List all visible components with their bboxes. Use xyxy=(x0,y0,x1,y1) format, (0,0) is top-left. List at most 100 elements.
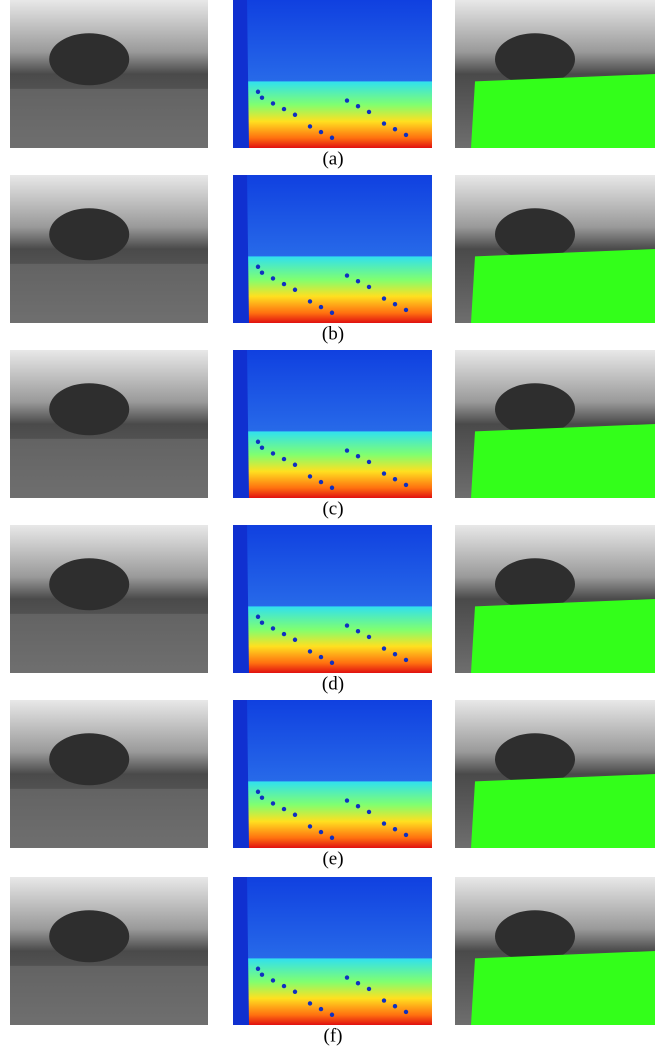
depth-hole xyxy=(293,638,297,642)
panel-label: (f) xyxy=(324,1025,343,1046)
depth-hole xyxy=(271,801,275,805)
depth-hole xyxy=(393,302,397,306)
depth-hole xyxy=(293,288,297,292)
depth-hole xyxy=(393,477,397,481)
panel-label: (c) xyxy=(322,498,343,519)
depth-edge xyxy=(233,525,249,673)
depth-hole xyxy=(356,104,360,108)
depth-hole xyxy=(356,279,360,283)
photo-tree xyxy=(49,910,129,962)
photo-tree xyxy=(49,558,129,610)
photo-tree xyxy=(495,33,575,85)
depth-hole xyxy=(271,276,275,280)
depth-hole xyxy=(282,807,286,811)
depth-hole xyxy=(308,474,312,478)
depth-hole xyxy=(308,299,312,303)
depth-edge xyxy=(233,175,249,323)
depth-hole xyxy=(271,978,275,982)
photo-tree xyxy=(49,33,129,85)
depth-hole xyxy=(308,124,312,128)
depth-hole xyxy=(367,810,371,814)
depth-hole xyxy=(271,101,275,105)
depth-hole xyxy=(308,1001,312,1005)
ground-region xyxy=(471,774,655,848)
depth-hole xyxy=(319,655,323,659)
depth-hole xyxy=(382,646,386,650)
depth-hole xyxy=(404,1010,408,1014)
depth-hole xyxy=(308,824,312,828)
depth-hole xyxy=(330,836,334,840)
photo-tree xyxy=(495,558,575,610)
depth-hole xyxy=(382,471,386,475)
panel-label: (d) xyxy=(322,673,344,694)
depth-edge xyxy=(233,877,249,1025)
photo-ground xyxy=(10,264,208,323)
depth-hole xyxy=(319,830,323,834)
rows: (a)(b)(c)(d)(e)(f) xyxy=(10,0,655,1046)
depth-hole xyxy=(393,1004,397,1008)
depth-hole xyxy=(345,798,349,802)
depth-hole xyxy=(356,804,360,808)
photo-tree xyxy=(495,208,575,260)
depth-hole xyxy=(330,136,334,140)
ground-region xyxy=(471,424,655,498)
depth-hole xyxy=(293,813,297,817)
depth-hole xyxy=(330,1013,334,1017)
photo-tree xyxy=(495,733,575,785)
depth-hole xyxy=(260,621,264,625)
depth-hole xyxy=(367,987,371,991)
depth-hole xyxy=(308,649,312,653)
depth-edge xyxy=(233,700,249,848)
depth-hole xyxy=(271,626,275,630)
ground-region xyxy=(471,599,655,673)
depth-hole xyxy=(382,121,386,125)
depth-hole xyxy=(256,90,260,94)
photo-tree xyxy=(49,208,129,260)
depth-hole xyxy=(319,130,323,134)
depth-hole xyxy=(319,305,323,309)
photo-ground xyxy=(10,439,208,498)
panel-label: (e) xyxy=(322,848,343,869)
depth-hole xyxy=(404,658,408,662)
figure: (a)(b)(c)(d)(e)(f) xyxy=(0,0,667,1053)
depth-hole xyxy=(393,127,397,131)
depth-hole xyxy=(367,285,371,289)
photo-tree xyxy=(49,733,129,785)
depth-hole xyxy=(282,107,286,111)
depth-hole xyxy=(271,451,275,455)
depth-hole xyxy=(367,110,371,114)
photo-ground xyxy=(10,614,208,673)
depth-hole xyxy=(382,821,386,825)
depth-hole xyxy=(282,282,286,286)
depth-hole xyxy=(356,981,360,985)
depth-hole xyxy=(404,483,408,487)
ground-region xyxy=(471,951,655,1025)
depth-hole xyxy=(345,448,349,452)
depth-hole xyxy=(260,446,264,450)
photo-tree xyxy=(49,383,129,435)
depth-hole xyxy=(256,615,260,619)
depth-hole xyxy=(260,271,264,275)
depth-hole xyxy=(293,113,297,117)
depth-hole xyxy=(404,308,408,312)
depth-hole xyxy=(404,133,408,137)
depth-hole xyxy=(345,975,349,979)
depth-hole xyxy=(393,827,397,831)
depth-hole xyxy=(256,440,260,444)
depth-hole xyxy=(404,833,408,837)
depth-hole xyxy=(345,273,349,277)
ground-region xyxy=(471,74,655,148)
depth-hole xyxy=(293,463,297,467)
depth-hole xyxy=(282,457,286,461)
depth-hole xyxy=(367,635,371,639)
depth-hole xyxy=(260,96,264,100)
depth-hole xyxy=(330,486,334,490)
photo-tree xyxy=(495,910,575,962)
depth-hole xyxy=(393,652,397,656)
photo-tree xyxy=(495,383,575,435)
depth-hole xyxy=(345,98,349,102)
depth-hole xyxy=(282,632,286,636)
depth-hole xyxy=(345,623,349,627)
depth-hole xyxy=(256,967,260,971)
depth-hole xyxy=(319,1007,323,1011)
